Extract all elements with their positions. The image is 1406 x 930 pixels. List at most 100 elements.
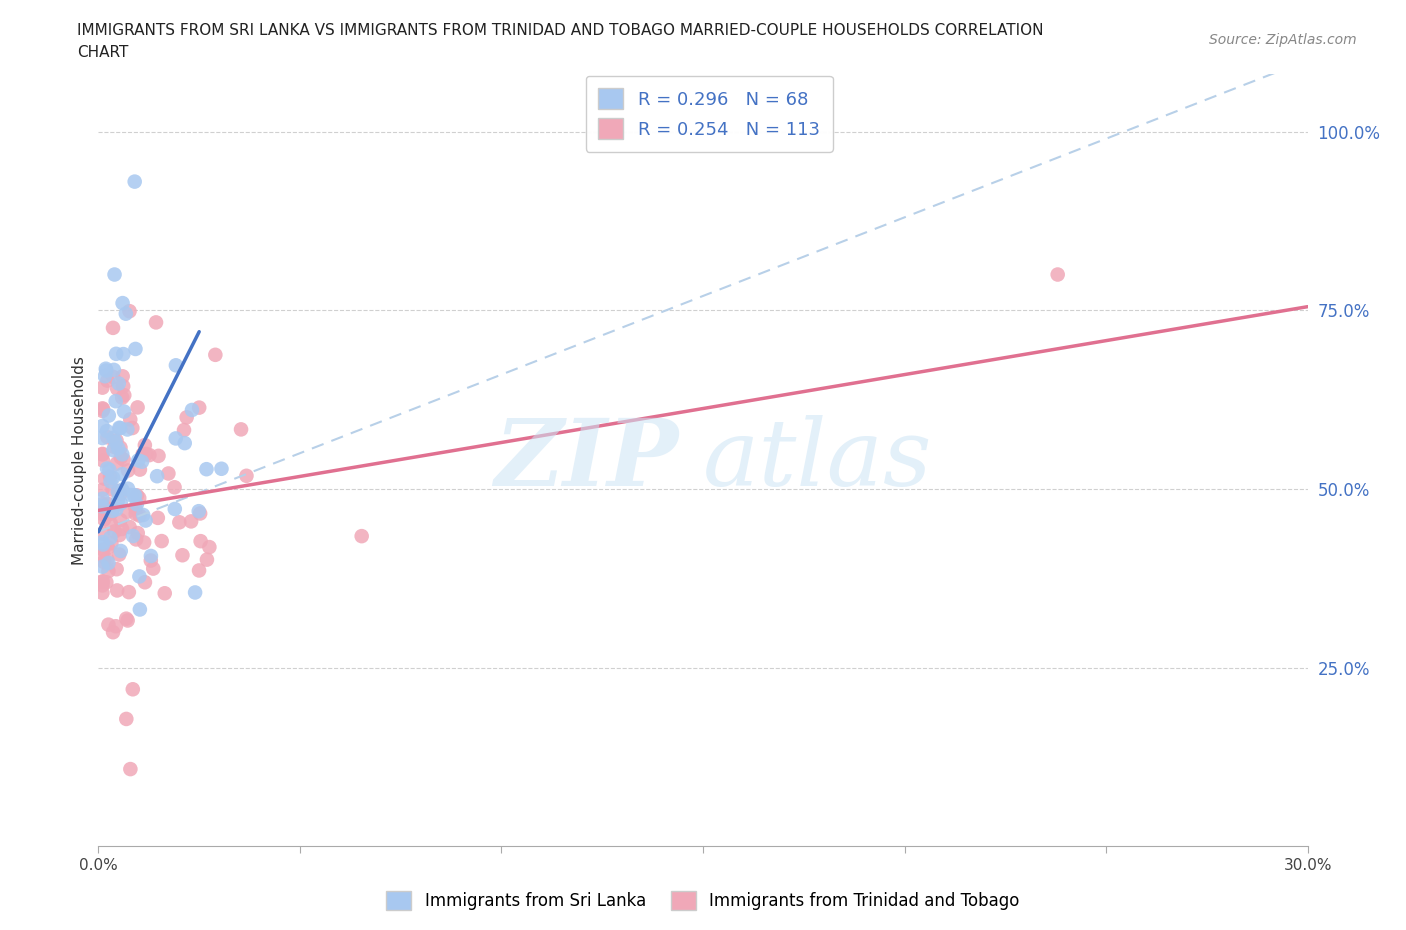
Point	[110, 450, 132, 465]
Point	[91, 548, 114, 563]
Point	[91, 380, 114, 395]
Point	[91, 483, 114, 498]
Point	[112, 452, 135, 467]
Point	[105, 433, 128, 448]
Point	[120, 412, 142, 427]
Point	[163, 501, 186, 516]
Point	[125, 497, 148, 512]
Point	[91, 447, 114, 462]
Point	[146, 469, 169, 484]
Point	[111, 483, 134, 498]
Point	[138, 447, 160, 462]
Text: IMMIGRANTS FROM SRI LANKA VS IMMIGRANTS FROM TRINIDAD AND TOBAGO MARRIED-COUPLE : IMMIGRANTS FROM SRI LANKA VS IMMIGRANTS …	[77, 23, 1043, 38]
Point	[100, 474, 122, 489]
Point	[150, 534, 173, 549]
Point	[94, 369, 117, 384]
Point	[101, 321, 124, 336]
Point	[98, 462, 121, 477]
Point	[195, 552, 218, 567]
Point	[188, 400, 211, 415]
Point	[100, 516, 122, 531]
Point	[127, 453, 149, 468]
Point	[124, 488, 146, 503]
Point	[107, 485, 129, 499]
Point	[104, 434, 127, 449]
Point	[96, 373, 118, 388]
Legend: R = 0.296   N = 68, R = 0.254   N = 113: R = 0.296 N = 68, R = 0.254 N = 113	[585, 75, 832, 152]
Point	[115, 711, 138, 726]
Point	[96, 552, 118, 567]
Legend: Immigrants from Sri Lanka, Immigrants from Trinidad and Tobago: Immigrants from Sri Lanka, Immigrants fr…	[380, 884, 1026, 917]
Point	[97, 555, 120, 570]
Point	[105, 502, 128, 517]
Point	[110, 543, 132, 558]
Point	[120, 762, 142, 777]
Point	[91, 499, 114, 514]
Point	[195, 462, 218, 477]
Point	[91, 497, 114, 512]
Point	[125, 507, 148, 522]
Point	[117, 422, 139, 437]
Point	[188, 506, 211, 521]
Point	[104, 618, 127, 633]
Point	[91, 537, 114, 551]
Point	[91, 401, 114, 416]
Text: CHART: CHART	[77, 45, 129, 60]
Point	[181, 403, 204, 418]
Point	[107, 493, 129, 508]
Point	[103, 267, 125, 282]
Point	[122, 528, 145, 543]
Point	[98, 530, 121, 545]
Point	[96, 461, 118, 476]
Point	[114, 306, 136, 321]
Point	[111, 522, 134, 537]
Point	[198, 539, 221, 554]
Point	[121, 682, 143, 697]
Point	[103, 443, 125, 458]
Point	[110, 496, 132, 511]
Point	[91, 453, 114, 468]
Point	[105, 583, 128, 598]
Point	[127, 400, 149, 415]
Point	[111, 296, 134, 311]
Point	[97, 540, 120, 555]
Point	[100, 506, 122, 521]
Point	[93, 512, 115, 527]
Point	[163, 480, 186, 495]
Point	[188, 563, 211, 578]
Point	[93, 506, 115, 521]
Point	[153, 586, 176, 601]
Point	[91, 542, 114, 557]
Point	[107, 441, 129, 456]
Point	[91, 586, 114, 601]
Point	[122, 488, 145, 503]
Point	[135, 513, 157, 528]
Point	[131, 454, 153, 469]
Point	[204, 348, 226, 363]
Point	[111, 446, 134, 461]
Point	[165, 358, 187, 373]
Point	[128, 569, 150, 584]
Point	[350, 528, 373, 543]
Point	[128, 602, 150, 617]
Point	[128, 491, 150, 506]
Point	[157, 466, 180, 481]
Y-axis label: Married-couple Households: Married-couple Households	[72, 356, 87, 565]
Point	[100, 536, 122, 551]
Point	[173, 435, 195, 450]
Point	[125, 488, 148, 503]
Point	[103, 524, 125, 538]
Point	[145, 315, 167, 330]
Point	[131, 447, 153, 462]
Point	[98, 469, 121, 484]
Point	[111, 391, 134, 405]
Point	[101, 503, 124, 518]
Point	[97, 618, 120, 632]
Point	[105, 346, 128, 361]
Point	[124, 341, 146, 356]
Point	[103, 363, 125, 378]
Point	[94, 361, 117, 376]
Point	[132, 508, 155, 523]
Point	[112, 405, 135, 419]
Text: ZIP: ZIP	[495, 416, 679, 505]
